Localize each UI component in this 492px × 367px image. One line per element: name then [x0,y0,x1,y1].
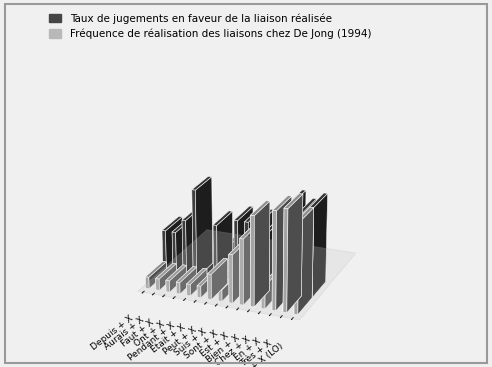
Legend: Taux de jugements en faveur de la liaison réalisée, Fréquence de réalisation des: Taux de jugements en faveur de la liaiso… [45,9,375,43]
